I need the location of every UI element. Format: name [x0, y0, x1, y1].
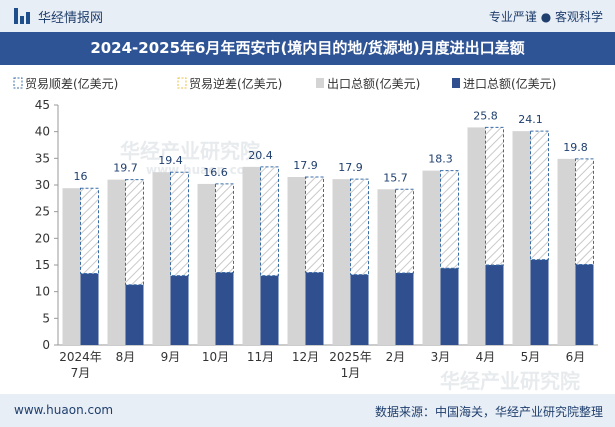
- data-label: 19.4: [158, 154, 183, 167]
- logo: 华经情报网: [14, 8, 104, 26]
- legend-label: 贸易逆差(亿美元): [189, 76, 282, 91]
- surplus-bar: [305, 176, 324, 273]
- import-bar: [80, 273, 99, 345]
- import-bar: [260, 275, 279, 345]
- surplus-bar: [260, 166, 279, 277]
- surplus-bar: [350, 178, 369, 276]
- import-bar: [350, 274, 369, 345]
- watermark-text: 华经产业研究院: [120, 139, 260, 163]
- import-bar: [170, 275, 189, 345]
- legend: 贸易顺差(亿美元) 贸易逆差(亿美元) 出口总额(亿美元) 进口总额(亿美元): [13, 76, 556, 91]
- surplus-bar: [170, 171, 189, 277]
- export-bar: [62, 188, 81, 345]
- x-tick-label: 8月: [116, 350, 136, 364]
- title-bar: 2024-2025年6月年西安市(境内目的地/货源地)月度进出口差额: [0, 32, 615, 65]
- y-tick-label: 30: [35, 178, 50, 192]
- surplus-bar: [215, 183, 234, 273]
- footer: www.huaon.com 数据来源：中国海关，华经产业研究院整理: [0, 394, 615, 427]
- export-bar: [377, 189, 396, 345]
- x-tick-label: 1月: [341, 366, 361, 380]
- footer-source: 数据来源：中国海关，华经产业研究院整理: [374, 405, 603, 419]
- y-tick-label: 20: [35, 231, 50, 245]
- x-tick-label: 2024年: [59, 350, 102, 364]
- export-bar: [422, 170, 441, 345]
- x-tick-label: 12月: [292, 350, 319, 364]
- export-bar: [467, 127, 486, 346]
- legend-swatch: [177, 77, 187, 89]
- x-tick-label: 2月: [386, 350, 406, 364]
- export-bar: [512, 131, 531, 345]
- tagline: 专业严谨 ● 客观科学: [488, 10, 603, 24]
- surplus-bar: [575, 158, 594, 265]
- data-label: 19.7: [113, 162, 138, 175]
- surplus-bar: [80, 187, 99, 275]
- y-tick-label: 35: [35, 151, 50, 165]
- data-label: 18.3: [428, 153, 453, 166]
- x-tick-label: 4月: [476, 350, 496, 364]
- x-tick-label: 11月: [247, 350, 274, 364]
- y-tick-label: 0: [42, 338, 50, 352]
- y-tick-label: 40: [35, 125, 50, 139]
- y-tick-label: 25: [35, 205, 50, 219]
- data-label: 15.7: [383, 171, 408, 184]
- x-tick-label: 7月: [71, 366, 91, 380]
- surplus-bar: [395, 188, 414, 274]
- legend-label: 进口总额(亿美元): [463, 76, 556, 91]
- legend-swatch: [316, 78, 324, 88]
- data-label: 24.1: [518, 113, 543, 126]
- export-bar: [557, 158, 576, 345]
- surplus-bar: [125, 179, 144, 286]
- chart-title: 2024-2025年6月年西安市(境内目的地/货源地)月度进出口差额: [90, 39, 525, 57]
- data-label: 25.8: [473, 109, 498, 122]
- chart-area: 贸易顺差(亿美元) 贸易逆差(亿美元) 出口总额(亿美元) 进口总额(亿美元) 华经产…: [13, 76, 598, 394]
- x-tick-label: 3月: [431, 350, 451, 364]
- bar-chart-icon: [14, 8, 30, 24]
- x-tick-label: 9月: [161, 350, 181, 364]
- watermark-text: 华经产业研究院: [440, 369, 580, 393]
- legend-swatch: [13, 77, 23, 89]
- import-bar: [215, 272, 234, 345]
- y-tick-label: 15: [35, 258, 50, 272]
- import-bar: [395, 273, 414, 345]
- brand-name: 华经情报网: [38, 10, 104, 26]
- data-labels: 16 19.7 19.4 16.6 20.4 17.9 17.9 15.7 18.3 25.8 24…: [74, 109, 588, 184]
- export-bar: [107, 179, 126, 345]
- import-bar: [440, 268, 459, 345]
- export-bar: [197, 183, 216, 345]
- surplus-bar: [440, 170, 459, 269]
- export-bar: [332, 179, 351, 345]
- data-label: 17.9: [293, 159, 318, 172]
- export-bar: [242, 166, 261, 345]
- x-tick-label: 5月: [521, 350, 541, 364]
- data-label: 16.6: [203, 166, 228, 179]
- y-tick-label: 5: [42, 311, 50, 325]
- import-bar: [305, 272, 324, 345]
- export-bar: [287, 177, 306, 345]
- y-tick-label: 45: [35, 98, 50, 112]
- legend-swatch: [452, 78, 460, 88]
- import-bar: [575, 264, 594, 345]
- import-bar: [485, 265, 504, 345]
- footer-url: www.huaon.com: [14, 403, 114, 417]
- legend-label: 贸易顺差(亿美元): [25, 76, 118, 91]
- x-tick-label: 10月: [202, 350, 229, 364]
- top-bar: 华经情报网 专业严谨 ● 客观科学: [0, 0, 615, 32]
- import-bar: [530, 259, 549, 345]
- surplus-bar: [530, 130, 549, 261]
- x-tick-label: 2025年: [329, 350, 372, 364]
- data-label: 19.8: [563, 141, 588, 154]
- surplus-bar: [485, 126, 504, 266]
- export-bar: [152, 172, 171, 345]
- bars: [62, 126, 594, 346]
- axes: 0 5 10 15 20 25 30 35 40 45 2024年 7月 8月 9月 10月 11月 12月 20…: [35, 98, 598, 380]
- x-tick-label: 6月: [566, 350, 586, 364]
- y-tick-label: 10: [35, 285, 50, 299]
- import-bar: [125, 284, 144, 345]
- data-label: 20.4: [248, 149, 273, 162]
- data-label: 17.9: [338, 161, 363, 174]
- data-label: 16: [74, 170, 88, 183]
- legend-label: 出口总额(亿美元): [327, 76, 420, 91]
- watermark-url: www.huaon.com: [466, 393, 577, 394]
